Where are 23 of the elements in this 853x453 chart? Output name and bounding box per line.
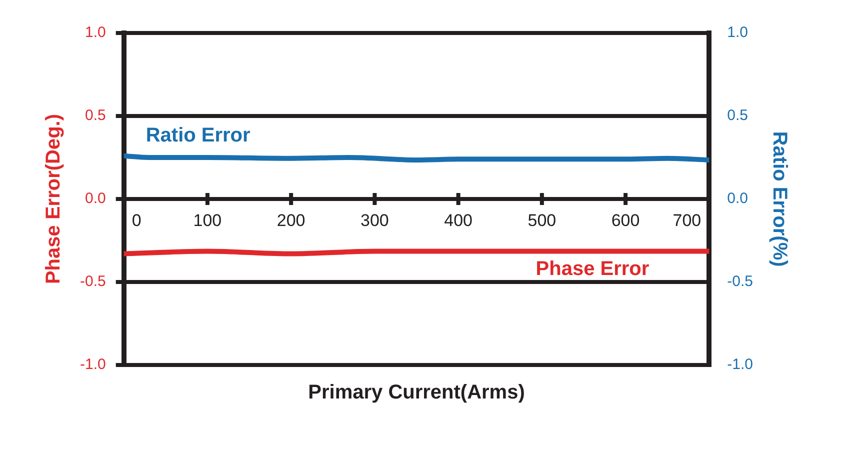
y-tick-label: -1.0 [80, 356, 106, 374]
series-label: Ratio Error [146, 124, 251, 146]
y-tick-label: 0.0 [84, 190, 106, 208]
y-tick-label: -0.5 [80, 273, 106, 290]
y2-tick-label: 1.0 [727, 24, 748, 42]
x-tick-label: 500 [528, 211, 556, 230]
x-tick-label: 400 [444, 211, 472, 230]
y-axis-title: Phase Error(Deg.) [42, 114, 65, 284]
x-tick-label: 200 [276, 211, 306, 230]
y2-tick-label: 0.5 [727, 107, 748, 124]
x-tick-label: 600 [611, 211, 640, 230]
y2-tick-label: -0.5 [727, 273, 754, 290]
y-tick-label: 0.5 [84, 107, 106, 124]
x-tick-label: 0 [132, 211, 142, 230]
y-tick-label: 1.0 [84, 24, 106, 42]
y2-axis-title: Ratio Error(%) [768, 131, 790, 267]
series-label: Phase Error [536, 258, 650, 280]
x-tick-label: 100 [193, 211, 222, 230]
y2-tick-label: 0.0 [727, 190, 748, 208]
x-tick-label: 700 [672, 211, 702, 230]
y2-tick-label: -1.0 [727, 356, 754, 374]
x-axis-title: Primary Current(Arms) [308, 382, 525, 404]
x-tick-label: 300 [360, 211, 389, 230]
